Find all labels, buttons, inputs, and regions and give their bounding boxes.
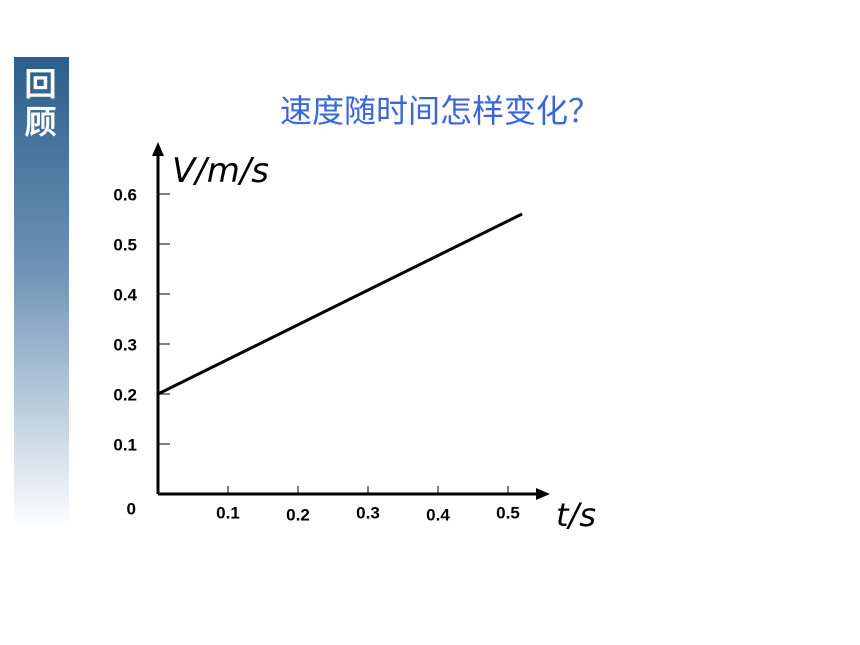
- y-axis-label: V/m/s: [172, 151, 270, 191]
- sidebar-label: 回顾: [24, 65, 57, 141]
- y-tick-label: 0.4: [113, 285, 137, 304]
- y-tick-label: 0.3: [113, 335, 137, 354]
- x-arrow: [536, 488, 550, 500]
- x-axis-label: t/s: [556, 496, 596, 534]
- y-tick-label: 0.2: [113, 385, 137, 404]
- chart-title: 速度随时间怎样变化？: [280, 92, 601, 130]
- x-tick-label: 0.1: [216, 503, 240, 522]
- y-arrow: [152, 142, 164, 156]
- y-tick-label: 0.5: [113, 235, 137, 254]
- x-tick-label: 0.3: [356, 503, 380, 522]
- line: [157, 212, 523, 396]
- y-tick-label: 0: [127, 499, 136, 518]
- x-tick-label: 0.5: [496, 503, 520, 522]
- x-tick-label: 0.2: [286, 505, 310, 524]
- x-tick-label: 0.4: [426, 505, 450, 524]
- y-tick-label: 0.1: [113, 435, 137, 454]
- sidebar: 回顾: [14, 57, 69, 528]
- y-tick-label: 0.6: [113, 185, 137, 204]
